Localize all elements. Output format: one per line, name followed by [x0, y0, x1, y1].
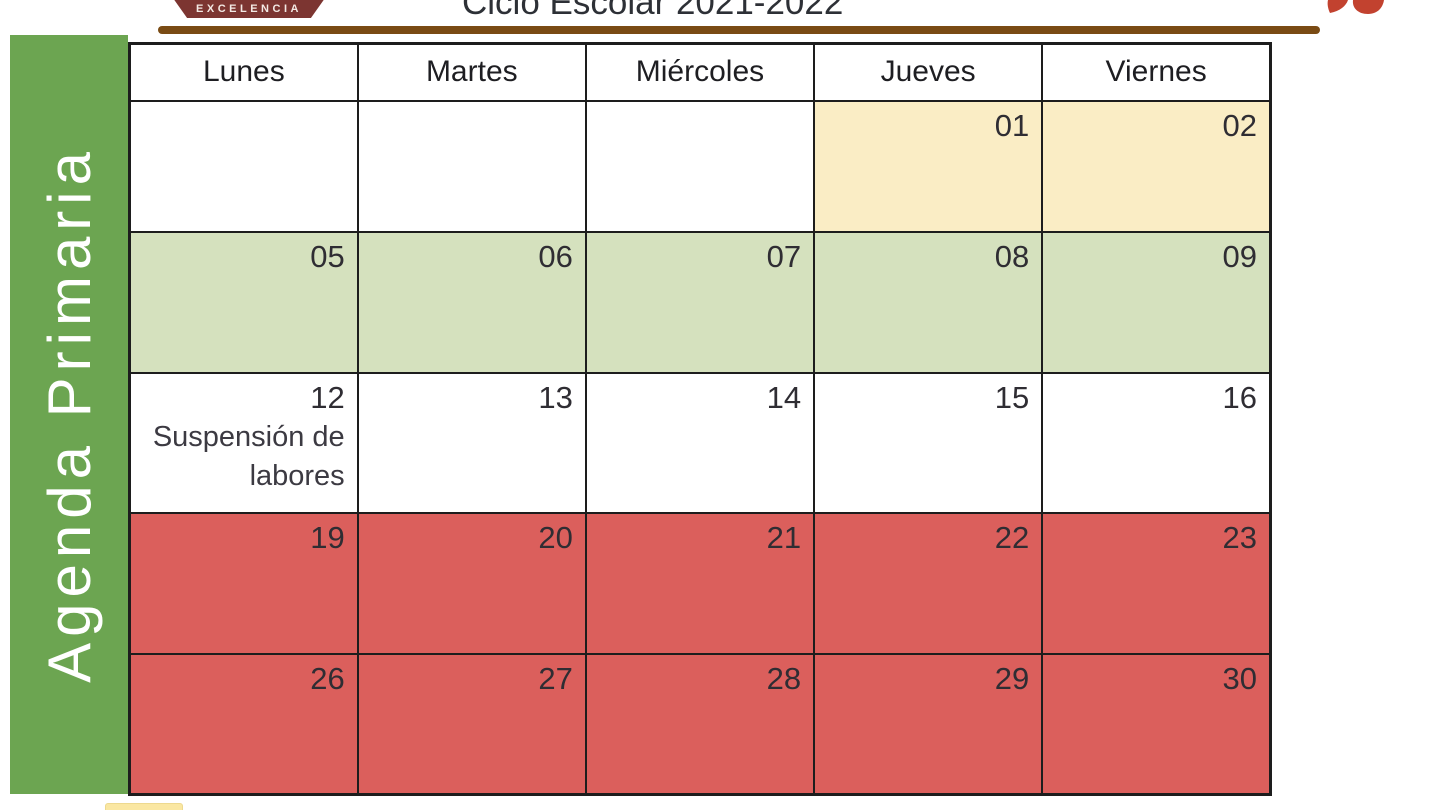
- calendar-cell-15: 15: [813, 371, 1044, 514]
- day-number: 08: [994, 238, 1030, 274]
- day-number: 01: [994, 107, 1030, 143]
- calendar-table: Lunes Martes Miércoles Jueves Viernes 01 02 05…: [128, 42, 1272, 796]
- calendar-cell-14: 14: [584, 371, 816, 514]
- day-number: 28: [766, 660, 802, 696]
- day-number: 20: [538, 519, 573, 555]
- day-number: 26: [310, 660, 345, 696]
- calendar-cell-29: 29: [813, 652, 1044, 796]
- calendar-cell-30: 30: [1041, 652, 1272, 796]
- day-number: 29: [994, 660, 1030, 696]
- calendar-cell-28: 28: [584, 652, 816, 796]
- calendar-cell-16: 16: [1041, 371, 1272, 514]
- calendar-cell-20: 20: [356, 511, 587, 655]
- calendar-cell-13: 13: [356, 371, 587, 514]
- calendar-cell-05: 05: [128, 230, 359, 374]
- calendar-cell-26: 26: [128, 652, 359, 796]
- day-header-miercoles: Miércoles: [584, 42, 816, 102]
- calendar-cell-21: 21: [584, 511, 816, 655]
- calendar-cell-empty: [584, 99, 816, 233]
- day-number: 09: [1222, 238, 1257, 274]
- day-number: 02: [1222, 107, 1257, 143]
- day-number: 19: [310, 519, 345, 555]
- legend-swatch-partial: [105, 803, 183, 810]
- day-number: [367, 108, 573, 144]
- calendar-week-row: 01 02: [128, 99, 1272, 233]
- calendar-cell-22: 22: [813, 511, 1044, 655]
- day-number: [595, 108, 801, 144]
- calendar-cell-06: 06: [356, 230, 587, 374]
- day-number: 27: [538, 660, 573, 696]
- calendar-cell-12: 12 Suspensión de labores: [128, 371, 359, 514]
- day-number: 12: [310, 379, 345, 415]
- calendar-week-row: 05 06 07 08 09: [128, 230, 1272, 374]
- day-number: 14: [766, 379, 802, 415]
- calendar-cell-07: 07: [584, 230, 816, 374]
- day-number: 30: [1222, 660, 1257, 696]
- flower-logo-icon: [1327, 0, 1384, 14]
- calendar-week-row: 12 Suspensión de labores 13 14 15 16: [128, 371, 1272, 514]
- calendar-cell-01: 01: [813, 99, 1044, 233]
- day-number: 21: [766, 519, 802, 555]
- day-header-martes: Martes: [356, 42, 587, 102]
- day-number: [139, 108, 345, 144]
- day-number: 23: [1222, 519, 1257, 555]
- page-title: Ciclo Escolar 2021-2022: [462, 0, 844, 22]
- calendar-cell-19: 19: [128, 511, 359, 655]
- day-number: 22: [994, 519, 1030, 555]
- day-header-viernes: Viernes: [1041, 42, 1272, 102]
- calendar-cell-02: 02: [1041, 99, 1272, 233]
- excelencia-logo-text: EXCELENCIA: [196, 3, 302, 15]
- day-number: 13: [538, 379, 573, 415]
- calendar-cell-27: 27: [356, 652, 587, 796]
- day-number: 07: [766, 238, 802, 274]
- day-header-jueves: Jueves: [813, 42, 1044, 102]
- header-divider: [158, 26, 1320, 34]
- cell-note: Suspensión de labores: [152, 420, 345, 492]
- calendar-cell-08: 08: [813, 230, 1044, 374]
- day-header-row: Lunes Martes Miércoles Jueves Viernes: [128, 42, 1272, 102]
- calendar-week-row: 26 27 28 29 30: [128, 652, 1272, 796]
- day-header-lunes: Lunes: [128, 42, 359, 102]
- calendar-cell-23: 23: [1041, 511, 1272, 655]
- sidebar-agenda-primaria: Agenda Primaria: [10, 35, 128, 794]
- calendar-cell-09: 09: [1041, 230, 1272, 374]
- day-number: 06: [538, 238, 573, 274]
- calendar-cell-empty: [356, 99, 587, 233]
- excelencia-logo: EXCELENCIA: [163, 0, 335, 18]
- day-number: 16: [1222, 379, 1257, 415]
- sidebar-label: Agenda Primaria: [35, 146, 103, 683]
- day-number: 15: [994, 379, 1030, 415]
- calendar-week-row: 19 20 21 22 23: [128, 511, 1272, 655]
- day-number: 05: [310, 238, 345, 274]
- calendar-cell-empty: [128, 99, 359, 233]
